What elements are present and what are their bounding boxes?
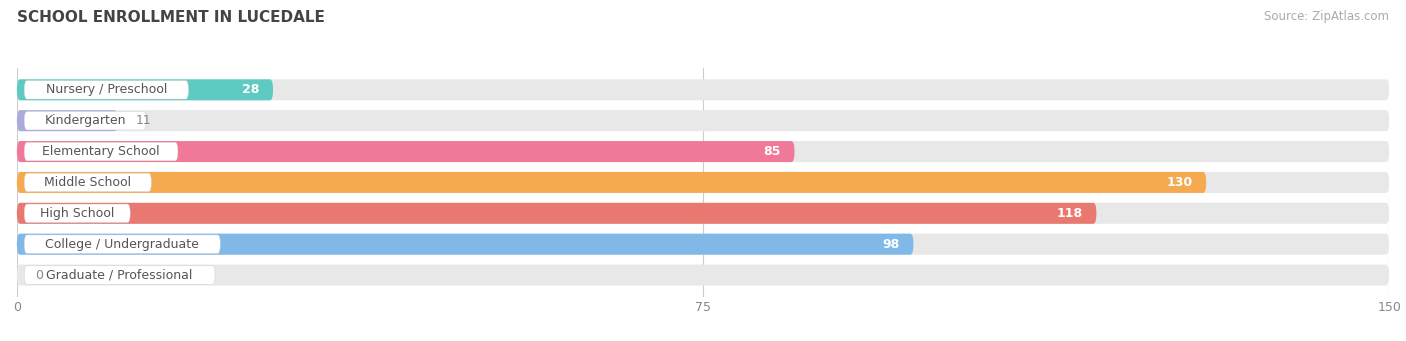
FancyBboxPatch shape: [17, 110, 1389, 131]
FancyBboxPatch shape: [24, 173, 152, 192]
FancyBboxPatch shape: [17, 141, 794, 162]
FancyBboxPatch shape: [17, 234, 914, 255]
Text: 11: 11: [136, 114, 152, 127]
FancyBboxPatch shape: [17, 172, 1389, 193]
Text: SCHOOL ENROLLMENT IN LUCEDALE: SCHOOL ENROLLMENT IN LUCEDALE: [17, 10, 325, 25]
FancyBboxPatch shape: [17, 234, 1389, 255]
FancyBboxPatch shape: [17, 203, 1097, 224]
FancyBboxPatch shape: [24, 204, 131, 223]
FancyBboxPatch shape: [17, 79, 273, 100]
Text: Kindergarten: Kindergarten: [45, 114, 127, 127]
Text: 118: 118: [1056, 207, 1083, 220]
Text: Source: ZipAtlas.com: Source: ZipAtlas.com: [1264, 10, 1389, 23]
Text: Middle School: Middle School: [44, 176, 131, 189]
Text: College / Undergraduate: College / Undergraduate: [45, 238, 200, 251]
FancyBboxPatch shape: [24, 112, 146, 130]
FancyBboxPatch shape: [24, 266, 215, 284]
Text: 130: 130: [1167, 176, 1192, 189]
Text: 98: 98: [883, 238, 900, 251]
FancyBboxPatch shape: [17, 203, 1389, 224]
Text: 28: 28: [242, 83, 259, 96]
Text: High School: High School: [39, 207, 114, 220]
FancyBboxPatch shape: [17, 110, 118, 131]
Text: 0: 0: [35, 269, 44, 282]
FancyBboxPatch shape: [24, 235, 221, 253]
FancyBboxPatch shape: [17, 172, 1206, 193]
FancyBboxPatch shape: [17, 79, 1389, 100]
Text: Nursery / Preschool: Nursery / Preschool: [45, 83, 167, 96]
Text: Graduate / Professional: Graduate / Professional: [46, 269, 193, 282]
FancyBboxPatch shape: [24, 142, 179, 161]
FancyBboxPatch shape: [24, 80, 188, 99]
FancyBboxPatch shape: [17, 265, 1389, 285]
Text: 85: 85: [763, 145, 780, 158]
Text: Elementary School: Elementary School: [42, 145, 160, 158]
FancyBboxPatch shape: [17, 141, 1389, 162]
